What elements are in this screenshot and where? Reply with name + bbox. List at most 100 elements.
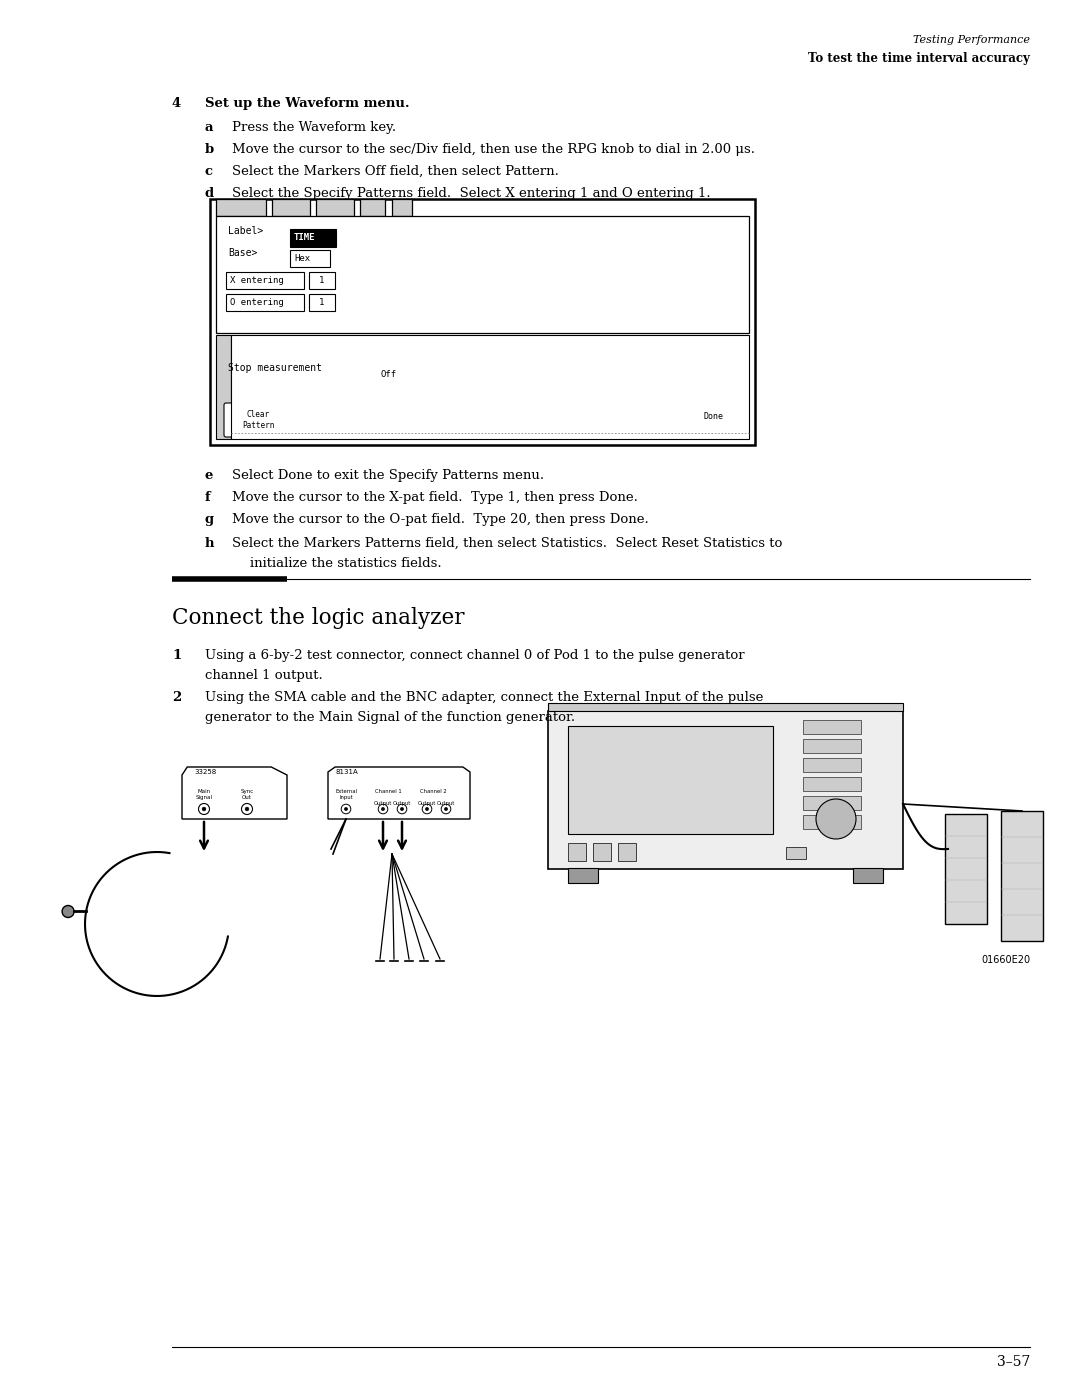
Polygon shape xyxy=(328,767,470,819)
FancyBboxPatch shape xyxy=(853,868,883,883)
FancyBboxPatch shape xyxy=(804,759,861,773)
Text: c: c xyxy=(205,165,213,177)
Text: To test the time interval accuracy: To test the time interval accuracy xyxy=(808,52,1030,66)
Text: 8131A: 8131A xyxy=(336,768,359,775)
Circle shape xyxy=(341,805,351,814)
FancyBboxPatch shape xyxy=(231,335,750,439)
FancyBboxPatch shape xyxy=(316,198,354,217)
Text: X entering: X entering xyxy=(230,277,284,285)
FancyBboxPatch shape xyxy=(568,842,586,861)
FancyBboxPatch shape xyxy=(370,365,408,383)
FancyBboxPatch shape xyxy=(210,198,755,446)
Text: h: h xyxy=(205,536,215,550)
Text: b: b xyxy=(205,142,214,156)
FancyBboxPatch shape xyxy=(216,198,266,217)
Text: g: g xyxy=(205,513,214,527)
Text: Clear
Pattern: Clear Pattern xyxy=(242,411,274,430)
Circle shape xyxy=(444,807,447,810)
Text: Select the Markers Off field, then select Pattern.: Select the Markers Off field, then selec… xyxy=(232,165,558,177)
Text: Set up the Waveform menu.: Set up the Waveform menu. xyxy=(205,96,409,110)
Text: 3–57: 3–57 xyxy=(997,1355,1030,1369)
Text: Base>: Base> xyxy=(228,249,257,258)
FancyBboxPatch shape xyxy=(309,272,335,289)
FancyBboxPatch shape xyxy=(1001,812,1043,942)
Text: 4: 4 xyxy=(172,96,181,110)
FancyBboxPatch shape xyxy=(360,198,384,217)
FancyBboxPatch shape xyxy=(548,703,903,711)
Text: Move the cursor to the O-pat field.  Type 20, then press Done.: Move the cursor to the O-pat field. Type… xyxy=(232,513,649,527)
FancyBboxPatch shape xyxy=(804,777,861,791)
Circle shape xyxy=(199,803,210,814)
FancyBboxPatch shape xyxy=(309,293,335,312)
FancyBboxPatch shape xyxy=(226,272,303,289)
Circle shape xyxy=(345,807,348,810)
Circle shape xyxy=(245,807,248,810)
Polygon shape xyxy=(183,767,287,819)
FancyBboxPatch shape xyxy=(272,198,310,217)
FancyBboxPatch shape xyxy=(291,229,336,247)
Text: Move the cursor to the X-pat field.  Type 1, then press Done.: Move the cursor to the X-pat field. Type… xyxy=(232,490,638,504)
Text: Connect the logic analyzer: Connect the logic analyzer xyxy=(172,608,464,629)
Text: d: d xyxy=(205,187,214,200)
Text: 1: 1 xyxy=(320,298,325,307)
Text: 01660E20: 01660E20 xyxy=(981,956,1030,965)
FancyBboxPatch shape xyxy=(804,739,861,753)
Text: Stop measurement: Stop measurement xyxy=(228,363,322,373)
Text: Main
Signal: Main Signal xyxy=(195,789,213,800)
Circle shape xyxy=(442,805,450,814)
FancyBboxPatch shape xyxy=(216,335,231,439)
Text: Move the cursor to the sec/Div field, then use the RPG knob to dial in 2.00 μs.: Move the cursor to the sec/Div field, th… xyxy=(232,142,755,156)
Circle shape xyxy=(62,905,75,918)
Text: 2: 2 xyxy=(172,692,181,704)
Circle shape xyxy=(378,805,388,814)
Circle shape xyxy=(202,807,206,810)
Text: Using a 6-by-2 test connector, connect channel 0 of Pod 1 to the pulse generator: Using a 6-by-2 test connector, connect c… xyxy=(205,650,744,662)
Text: O entering: O entering xyxy=(230,298,284,307)
Text: Output: Output xyxy=(418,800,436,806)
FancyBboxPatch shape xyxy=(593,842,611,861)
Circle shape xyxy=(422,805,432,814)
Text: Output: Output xyxy=(393,800,411,806)
Text: Channel 1: Channel 1 xyxy=(375,789,402,793)
Text: Using the SMA cable and the BNC adapter, connect the External Input of the pulse: Using the SMA cable and the BNC adapter,… xyxy=(205,692,764,704)
Text: Label>: Label> xyxy=(228,226,264,236)
Circle shape xyxy=(816,799,856,840)
Text: channel 1 output.: channel 1 output. xyxy=(205,669,323,682)
FancyBboxPatch shape xyxy=(226,293,303,312)
Text: Off: Off xyxy=(381,369,397,379)
FancyBboxPatch shape xyxy=(804,719,861,733)
Text: Output: Output xyxy=(436,800,455,806)
Text: TIME: TIME xyxy=(294,233,315,243)
Text: Select the Markers Patterns field, then select Statistics.  Select Reset Statist: Select the Markers Patterns field, then … xyxy=(232,536,782,550)
FancyBboxPatch shape xyxy=(804,796,861,810)
Text: 1: 1 xyxy=(172,650,181,662)
Text: Sync
Out: Sync Out xyxy=(241,789,254,800)
FancyBboxPatch shape xyxy=(224,402,293,437)
Text: e: e xyxy=(205,469,214,482)
Text: a: a xyxy=(205,122,214,134)
FancyBboxPatch shape xyxy=(618,842,636,861)
Text: Hex: Hex xyxy=(294,254,310,263)
Circle shape xyxy=(381,807,384,810)
Text: Press the Waveform key.: Press the Waveform key. xyxy=(232,122,396,134)
Circle shape xyxy=(397,805,407,814)
Circle shape xyxy=(401,807,404,810)
Text: Testing Performance: Testing Performance xyxy=(913,35,1030,45)
Text: Done: Done xyxy=(703,412,723,420)
FancyBboxPatch shape xyxy=(945,814,987,923)
Text: Output: Output xyxy=(374,800,392,806)
Text: Select the Specify Patterns field.  Select X entering 1 and O entering 1.: Select the Specify Patterns field. Selec… xyxy=(232,187,711,200)
Text: Select Done to exit the Specify Patterns menu.: Select Done to exit the Specify Patterns… xyxy=(232,469,544,482)
Text: External
Input: External Input xyxy=(335,789,357,800)
FancyBboxPatch shape xyxy=(568,726,773,834)
Text: 33258: 33258 xyxy=(194,768,216,775)
FancyBboxPatch shape xyxy=(392,198,411,217)
FancyBboxPatch shape xyxy=(548,711,903,869)
FancyBboxPatch shape xyxy=(216,217,750,332)
Text: f: f xyxy=(205,490,211,504)
Text: generator to the Main Signal of the function generator.: generator to the Main Signal of the func… xyxy=(205,711,576,724)
FancyBboxPatch shape xyxy=(291,250,330,267)
Text: initialize the statistics fields.: initialize the statistics fields. xyxy=(249,557,442,570)
Text: 1: 1 xyxy=(320,277,325,285)
FancyBboxPatch shape xyxy=(685,402,741,429)
